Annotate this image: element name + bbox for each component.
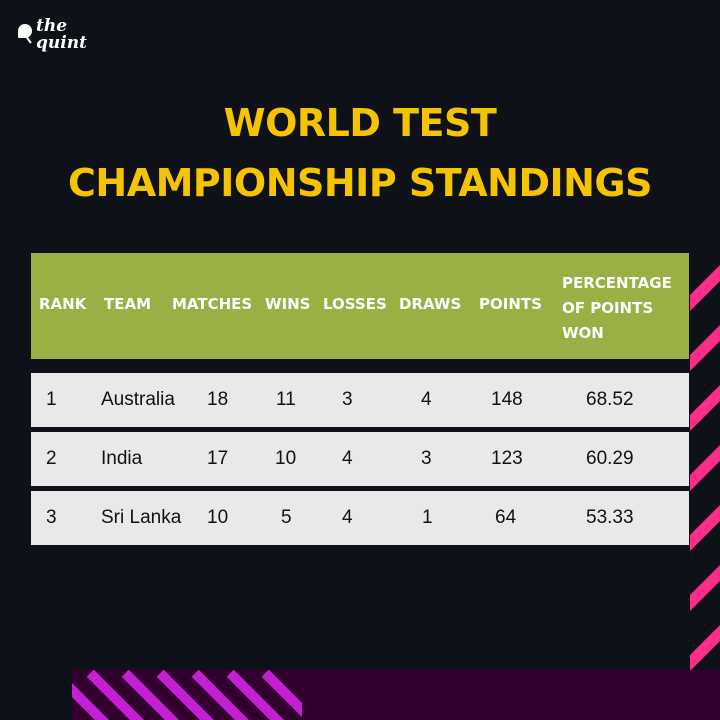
cell-rank: 1	[46, 389, 57, 410]
cell-pct: 60.29	[586, 448, 634, 469]
decorative-pink-stripes	[690, 255, 720, 670]
table-header: RANK TEAM MATCHES WINS LOSSES DRAWS POIN…	[31, 253, 689, 359]
column-header-wins: WINS	[265, 295, 311, 313]
cell-draws: 1	[422, 507, 433, 528]
cell-losses: 4	[342, 507, 353, 528]
table-row: 2 India 17 10 4 3 123 60.29	[31, 432, 689, 486]
column-header-team: TEAM	[104, 295, 152, 313]
logo-line-1: the	[36, 16, 68, 36]
logo-wordmark: the quint	[36, 18, 87, 52]
pct-header-line-2: OF POINTS	[562, 299, 654, 317]
cell-rank: 2	[46, 448, 57, 469]
cell-draws: 3	[421, 448, 432, 469]
cell-wins: 11	[276, 389, 296, 410]
cell-team: Sri Lanka	[101, 507, 182, 528]
cell-wins: 10	[275, 448, 297, 469]
cell-draws: 4	[421, 389, 432, 410]
column-header-draws: DRAWS	[399, 295, 462, 313]
cell-matches: 18	[207, 389, 229, 410]
cell-pct: 68.52	[586, 389, 634, 410]
pct-header-line-1: PERCENTAGE	[562, 274, 672, 292]
cell-points: 123	[491, 448, 523, 469]
column-header-losses: LOSSES	[323, 295, 387, 313]
cell-points: 148	[491, 389, 523, 410]
page-title-line-2: CHAMPIONSHIP STANDINGS	[68, 161, 653, 205]
cell-matches: 17	[207, 448, 229, 469]
column-header-matches: MATCHES	[172, 295, 253, 313]
cell-pct: 53.33	[586, 507, 634, 528]
cell-points: 64	[495, 507, 517, 528]
page-title-line-1: WORLD TEST	[223, 101, 497, 145]
table-row: 1 Australia 18 11 3 4 148 68.52	[31, 373, 689, 427]
cell-rank: 3	[46, 507, 57, 528]
speech-bubble-icon	[18, 24, 32, 38]
cell-wins: 5	[281, 507, 292, 528]
column-header-rank: RANK	[39, 295, 87, 313]
cell-team: Australia	[101, 389, 175, 410]
table-row: 3 Sri Lanka 10 5 4 1 64 53.33	[31, 491, 689, 545]
decorative-purple-stripes	[72, 670, 302, 720]
column-header-percentage: PERCENTAGE OF POINTS WON	[562, 271, 672, 346]
logo-line-2: quint	[36, 33, 87, 53]
cell-losses: 3	[342, 389, 353, 410]
column-header-points: POINTS	[479, 295, 542, 313]
the-quint-logo: the quint	[18, 18, 98, 62]
cell-matches: 10	[207, 507, 229, 528]
pct-header-line-3: WON	[562, 324, 604, 342]
cell-losses: 4	[342, 448, 353, 469]
cell-team: India	[101, 448, 143, 469]
